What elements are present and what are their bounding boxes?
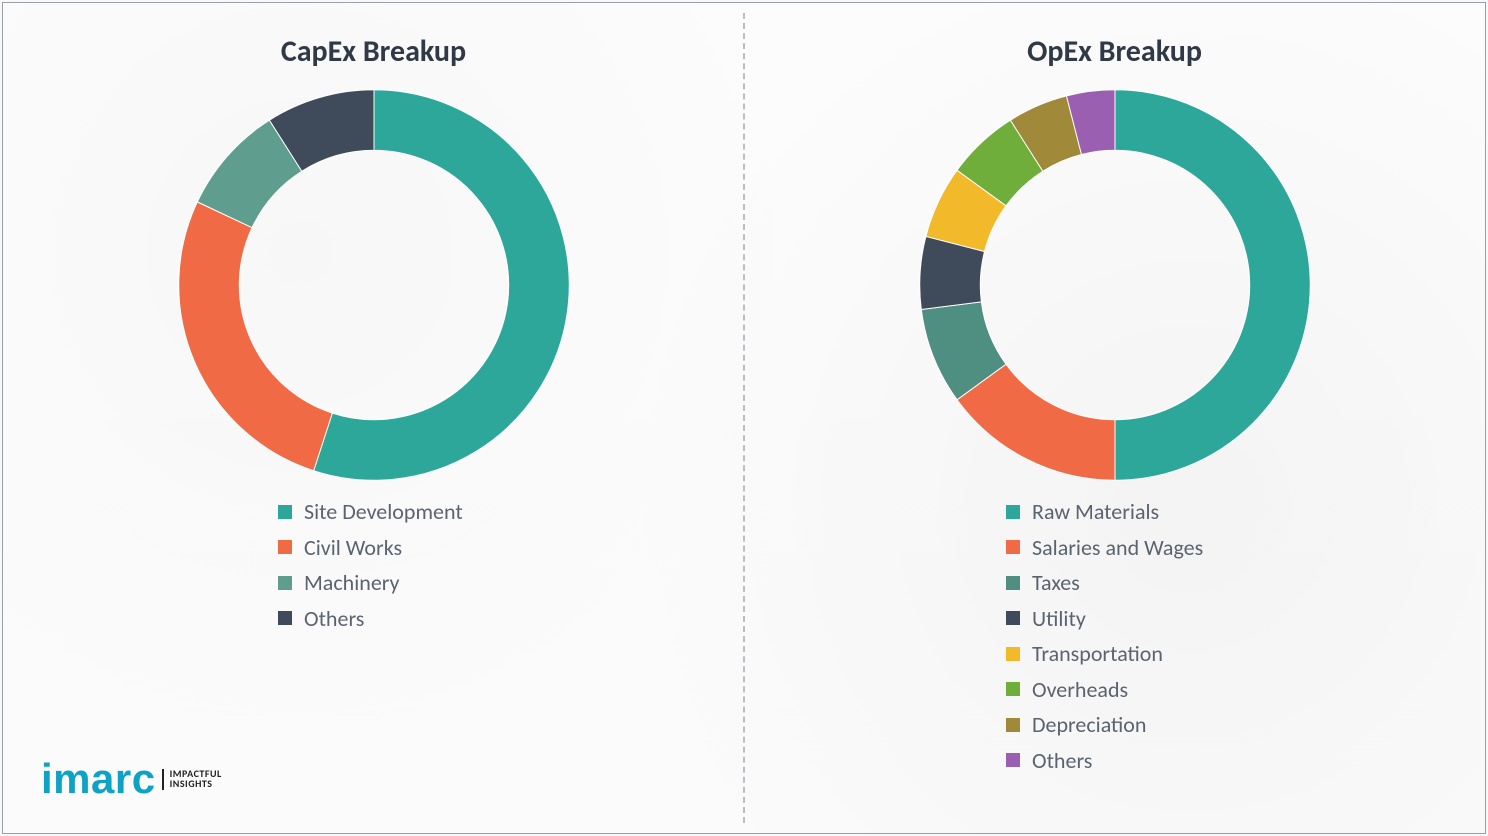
legend-swatch — [1006, 647, 1020, 661]
legend-row: Raw Materials — [1006, 498, 1203, 526]
panels-row: CapEx Breakup Site Development Civil Work… — [3, 3, 1485, 833]
chart-frame: CapEx Breakup Site Development Civil Work… — [2, 2, 1486, 834]
brand-logo: imarc IMPACTFUL INSIGHTS — [41, 755, 222, 803]
legend-row: Utility — [1006, 605, 1203, 633]
legend-row: Civil Works — [278, 534, 463, 562]
legend-label: Raw Materials — [1032, 498, 1159, 526]
logo-wordmark: imarc — [41, 755, 156, 803]
opex-panel: OpEx Breakup Raw Materials Salaries and W… — [744, 3, 1485, 833]
legend-label: Transportation — [1032, 640, 1163, 668]
opex-donut — [910, 80, 1320, 490]
capex-panel: CapEx Breakup Site Development Civil Work… — [3, 3, 744, 833]
logo-tagline: IMPACTFUL INSIGHTS — [162, 769, 222, 790]
legend-row: Overheads — [1006, 676, 1203, 704]
legend-row: Depreciation — [1006, 711, 1203, 739]
opex-title: OpEx Breakup — [1027, 33, 1202, 70]
legend-label: Others — [304, 605, 364, 633]
legend-swatch — [278, 576, 292, 590]
legend-swatch — [1006, 540, 1020, 554]
legend-label: Salaries and Wages — [1032, 534, 1203, 562]
donut-slice — [1115, 90, 1310, 480]
legend-row: Others — [1006, 747, 1203, 775]
legend-row: Machinery — [278, 569, 463, 597]
donut-slice — [178, 202, 332, 471]
legend-label: Utility — [1032, 605, 1086, 633]
legend-row: Salaries and Wages — [1006, 534, 1203, 562]
capex-donut — [169, 80, 579, 490]
legend-swatch — [278, 611, 292, 625]
legend-swatch — [278, 540, 292, 554]
legend-swatch — [1006, 611, 1020, 625]
opex-donut-svg — [910, 80, 1320, 490]
legend-label: Machinery — [304, 569, 400, 597]
legend-label: Others — [1032, 747, 1092, 775]
legend-swatch — [1006, 576, 1020, 590]
capex-title: CapEx Breakup — [281, 33, 466, 70]
legend-row: Taxes — [1006, 569, 1203, 597]
logo-tagline-line2: INSIGHTS — [170, 777, 213, 790]
legend-label: Taxes — [1032, 569, 1080, 597]
legend-swatch — [1006, 682, 1020, 696]
legend-label: Depreciation — [1032, 711, 1146, 739]
opex-legend: Raw Materials Salaries and Wages Taxes Util… — [1006, 498, 1203, 782]
legend-row: Others — [278, 605, 463, 633]
legend-swatch — [278, 505, 292, 519]
panel-divider — [743, 13, 745, 823]
capex-donut-svg — [169, 80, 579, 490]
legend-label: Site Development — [304, 498, 463, 526]
legend-swatch — [1006, 753, 1020, 767]
legend-label: Overheads — [1032, 676, 1128, 704]
legend-row: Site Development — [278, 498, 463, 526]
legend-label: Civil Works — [304, 534, 402, 562]
legend-row: Transportation — [1006, 640, 1203, 668]
legend-swatch — [1006, 505, 1020, 519]
legend-swatch — [1006, 718, 1020, 732]
capex-legend: Site Development Civil Works Machinery Othe… — [278, 498, 463, 640]
